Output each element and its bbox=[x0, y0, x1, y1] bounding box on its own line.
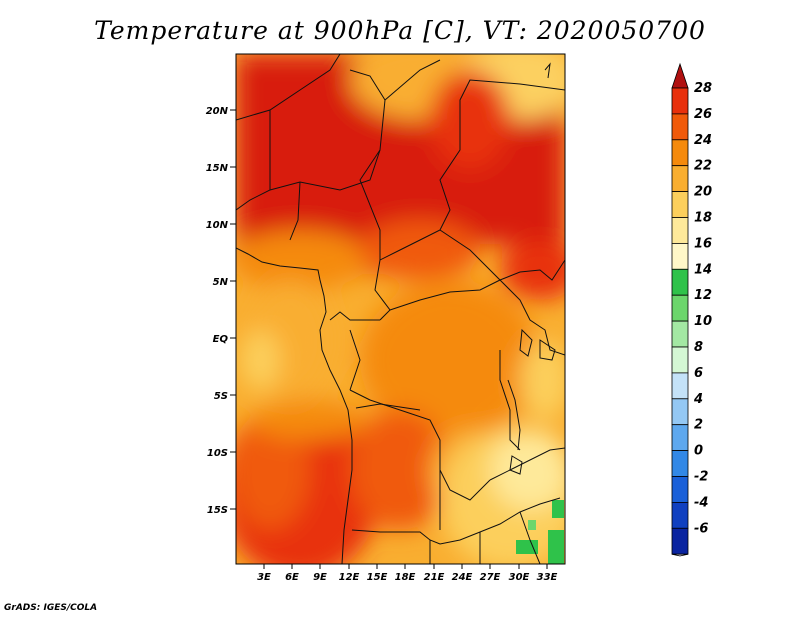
lat-label: 5S bbox=[214, 391, 228, 402]
lat-label: 5N bbox=[213, 277, 229, 288]
lon-axis bbox=[263, 564, 548, 569]
lon-label: 6E bbox=[285, 572, 299, 583]
colorbar-label: 0 bbox=[694, 444, 703, 459]
colorbar-cell bbox=[671, 476, 689, 503]
lat-label: 20N bbox=[206, 106, 229, 117]
colorbar-label: 2 bbox=[694, 418, 703, 433]
colorbar-label: -6 bbox=[694, 521, 708, 536]
lon-label: 9E bbox=[313, 572, 327, 583]
colorbar-label: -4 bbox=[694, 495, 708, 510]
colorbar-label: 12 bbox=[694, 288, 712, 303]
colorbar-cell bbox=[671, 398, 689, 426]
lat-label: 15S bbox=[207, 505, 228, 516]
colorbar-cell bbox=[671, 450, 689, 477]
colorbar-label: 16 bbox=[694, 236, 712, 251]
colorbar-cell bbox=[671, 191, 689, 218]
country-borders bbox=[236, 54, 565, 564]
colorbar-label: 6 bbox=[694, 366, 703, 381]
colorbar-label: 4 bbox=[693, 392, 703, 407]
colorbar-cell bbox=[671, 242, 689, 270]
colorbar-cell bbox=[671, 139, 689, 167]
map-frame bbox=[235, 53, 566, 565]
colorbar-label: -2 bbox=[694, 470, 708, 485]
lat-label: 10N bbox=[206, 220, 229, 231]
cool-patches bbox=[516, 500, 564, 564]
colorbar-cell bbox=[671, 501, 689, 529]
credit-text: GrADS: IGES/COLA bbox=[4, 603, 98, 613]
colorbar-label: 20 bbox=[694, 185, 712, 200]
lon-label: 15E bbox=[367, 572, 388, 583]
colorbar-label: 28 bbox=[694, 81, 712, 96]
colorbar-cell bbox=[671, 424, 689, 452]
lat-label: 15N bbox=[206, 163, 229, 174]
lat-label: EQ bbox=[213, 334, 229, 345]
colorbar-cell bbox=[671, 87, 689, 115]
lon-label: 18E bbox=[395, 572, 416, 583]
lon-label: 3E bbox=[257, 572, 271, 583]
lat-axis bbox=[230, 109, 236, 510]
colorbar-cell bbox=[671, 165, 689, 192]
temperature-field bbox=[236, 54, 565, 564]
colorbar-cell bbox=[671, 372, 689, 400]
colorbar-label: 18 bbox=[694, 211, 712, 226]
colorbar-bottom-arrow bbox=[671, 553, 689, 557]
colorbar-label: 22 bbox=[694, 159, 712, 174]
colorbar-label: 8 bbox=[694, 340, 703, 355]
lon-label: 12E bbox=[339, 572, 360, 583]
colorbar bbox=[671, 62, 689, 557]
lon-label: 33E bbox=[537, 572, 558, 583]
colorbar-label: 10 bbox=[694, 314, 712, 329]
lon-label: 21E bbox=[424, 572, 445, 583]
colorbar-label: 24 bbox=[694, 133, 712, 148]
colorbar-label: 26 bbox=[694, 107, 712, 122]
colorbar-cell bbox=[671, 294, 689, 322]
map-title: Temperature at 900hPa [C], VT: 202005070… bbox=[94, 16, 706, 45]
colorbar-cell bbox=[671, 113, 689, 141]
colorbar-cell bbox=[671, 217, 689, 244]
colorbar-cell bbox=[671, 346, 689, 374]
colorbar-label: 14 bbox=[694, 262, 712, 277]
colorbar-cell bbox=[671, 320, 689, 348]
colorbar-cell bbox=[671, 268, 689, 296]
lat-label: 10S bbox=[207, 448, 228, 459]
lon-label: 27E bbox=[480, 572, 501, 583]
lon-label: 24E bbox=[452, 572, 473, 583]
colorbar-cell bbox=[671, 527, 689, 555]
colorbar-top-arrow bbox=[671, 62, 689, 89]
lon-label: 30E bbox=[509, 572, 530, 583]
